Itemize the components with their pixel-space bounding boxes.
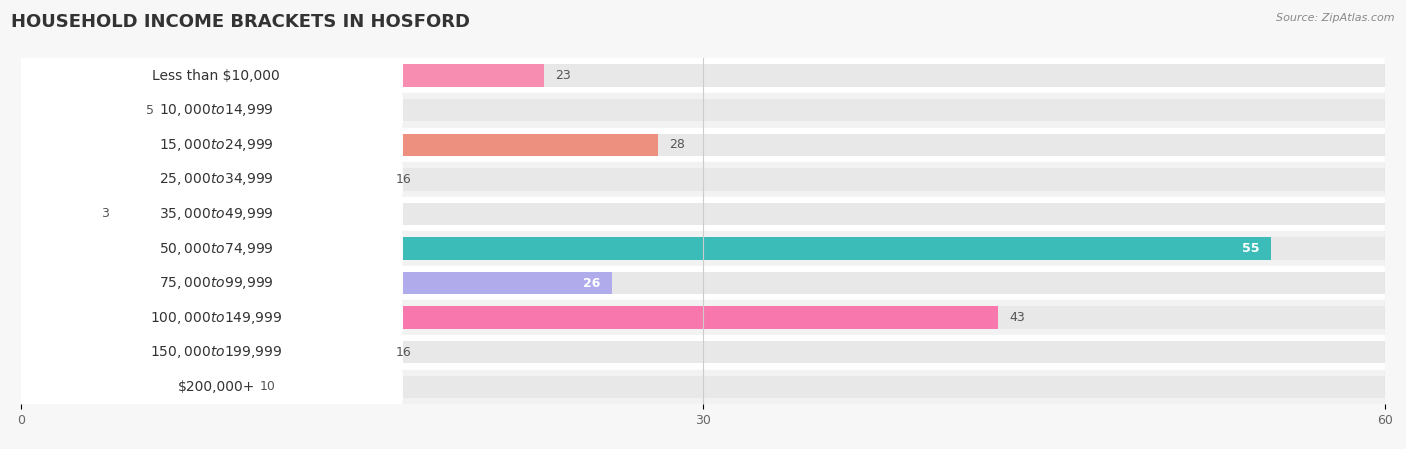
Text: 10: 10 <box>260 380 276 393</box>
Text: 43: 43 <box>1010 311 1025 324</box>
Bar <box>21 197 1385 231</box>
FancyBboxPatch shape <box>14 297 404 339</box>
Bar <box>21 162 1385 197</box>
Text: HOUSEHOLD INCOME BRACKETS IN HOSFORD: HOUSEHOLD INCOME BRACKETS IN HOSFORD <box>11 13 470 31</box>
Text: $15,000 to $24,999: $15,000 to $24,999 <box>159 137 274 153</box>
Bar <box>21 375 1385 398</box>
FancyBboxPatch shape <box>14 158 404 200</box>
Bar <box>21 272 1385 295</box>
Bar <box>21 133 658 156</box>
Bar <box>21 64 544 87</box>
Bar <box>21 272 612 295</box>
Text: 55: 55 <box>1243 242 1260 255</box>
Bar <box>21 58 1385 93</box>
Bar <box>21 306 998 329</box>
Bar <box>21 93 1385 128</box>
Text: Less than $10,000: Less than $10,000 <box>152 69 280 83</box>
Bar <box>21 341 1385 364</box>
FancyBboxPatch shape <box>14 89 404 131</box>
Text: 28: 28 <box>669 138 685 151</box>
Bar <box>21 306 1385 329</box>
Bar <box>21 231 1385 266</box>
Bar <box>21 128 1385 162</box>
Text: $50,000 to $74,999: $50,000 to $74,999 <box>159 241 274 256</box>
Text: $200,000+: $200,000+ <box>177 380 254 394</box>
Bar <box>21 168 1385 191</box>
Bar <box>21 202 1385 225</box>
Bar <box>21 266 1385 300</box>
FancyBboxPatch shape <box>14 331 404 373</box>
Bar <box>21 202 90 225</box>
Bar <box>21 64 1385 87</box>
Bar <box>21 168 385 191</box>
FancyBboxPatch shape <box>14 262 404 304</box>
FancyBboxPatch shape <box>14 193 404 235</box>
Text: $75,000 to $99,999: $75,000 to $99,999 <box>159 275 274 291</box>
FancyBboxPatch shape <box>14 124 404 166</box>
Bar <box>21 370 1385 404</box>
FancyBboxPatch shape <box>14 55 404 97</box>
FancyBboxPatch shape <box>14 228 404 269</box>
Text: 26: 26 <box>583 277 600 290</box>
Bar <box>21 237 1271 260</box>
Bar <box>21 341 385 364</box>
Text: $150,000 to $199,999: $150,000 to $199,999 <box>150 344 283 360</box>
Bar <box>21 237 1385 260</box>
FancyBboxPatch shape <box>14 366 404 408</box>
Bar <box>21 335 1385 370</box>
Text: 16: 16 <box>396 173 412 186</box>
Text: 16: 16 <box>396 346 412 359</box>
Text: $100,000 to $149,999: $100,000 to $149,999 <box>150 310 283 326</box>
Bar <box>21 99 135 122</box>
Text: 3: 3 <box>101 207 108 220</box>
Text: 23: 23 <box>555 69 571 82</box>
Text: $25,000 to $34,999: $25,000 to $34,999 <box>159 172 274 187</box>
Text: $10,000 to $14,999: $10,000 to $14,999 <box>159 102 274 118</box>
Text: $35,000 to $49,999: $35,000 to $49,999 <box>159 206 274 222</box>
Bar <box>21 99 1385 122</box>
Text: 5: 5 <box>146 104 155 117</box>
Bar <box>21 375 249 398</box>
Bar <box>21 300 1385 335</box>
Text: Source: ZipAtlas.com: Source: ZipAtlas.com <box>1277 13 1395 23</box>
Bar <box>21 133 1385 156</box>
